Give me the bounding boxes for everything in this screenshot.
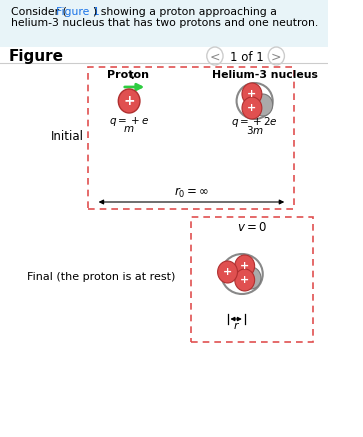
Circle shape bbox=[241, 267, 261, 289]
Text: Helium-3 nucleus: Helium-3 nucleus bbox=[212, 70, 318, 80]
Text: $q = +2e$: $q = +2e$ bbox=[231, 115, 278, 129]
Text: Final (the proton is at rest): Final (the proton is at rest) bbox=[27, 272, 175, 282]
Circle shape bbox=[242, 97, 262, 119]
Text: Initial: Initial bbox=[51, 131, 84, 143]
Text: Proton: Proton bbox=[107, 70, 148, 80]
Circle shape bbox=[118, 89, 140, 113]
Text: helium-3 nucleus that has two protons and one neutron.: helium-3 nucleus that has two protons an… bbox=[11, 18, 318, 28]
Text: +: + bbox=[247, 89, 257, 99]
Text: $v$: $v$ bbox=[129, 71, 138, 81]
Text: $3m$: $3m$ bbox=[246, 124, 264, 136]
Text: +: + bbox=[240, 261, 249, 271]
Text: $r$: $r$ bbox=[233, 320, 240, 331]
Text: +: + bbox=[223, 267, 232, 277]
Text: ) showing a proton approaching a: ) showing a proton approaching a bbox=[93, 7, 277, 17]
Circle shape bbox=[242, 83, 262, 105]
Circle shape bbox=[235, 269, 254, 291]
Circle shape bbox=[253, 94, 273, 116]
Text: Figure 1: Figure 1 bbox=[56, 7, 100, 17]
Text: +: + bbox=[240, 275, 249, 285]
Text: +: + bbox=[247, 103, 257, 113]
FancyBboxPatch shape bbox=[191, 217, 313, 342]
Text: <: < bbox=[210, 51, 220, 64]
Text: $m$: $m$ bbox=[123, 124, 135, 134]
Text: +: + bbox=[123, 94, 135, 108]
Text: Figure: Figure bbox=[9, 49, 64, 64]
Text: $q = +e$: $q = +e$ bbox=[109, 115, 149, 128]
Text: $r_0 = \infty$: $r_0 = \infty$ bbox=[174, 186, 209, 200]
Text: $v = 0$: $v = 0$ bbox=[237, 221, 268, 234]
Text: 1 of 1: 1 of 1 bbox=[230, 51, 264, 64]
Circle shape bbox=[235, 255, 254, 277]
Circle shape bbox=[217, 261, 237, 283]
FancyBboxPatch shape bbox=[89, 67, 294, 209]
Text: >: > bbox=[271, 51, 282, 64]
FancyBboxPatch shape bbox=[0, 0, 328, 47]
Text: Consider (: Consider ( bbox=[11, 7, 66, 17]
